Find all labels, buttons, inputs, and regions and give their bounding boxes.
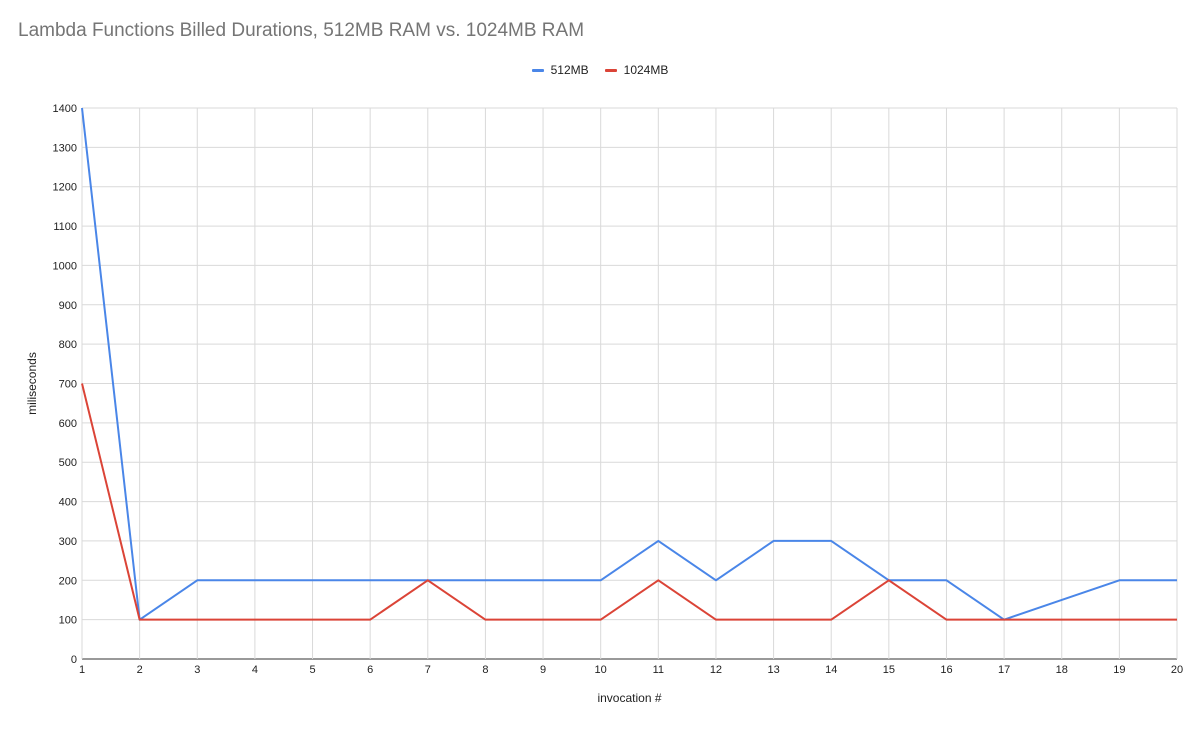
x-tick-label: 4 [252,664,258,676]
y-tick-label: 1100 [53,221,77,233]
y-tick-label: 900 [59,300,77,312]
y-tick-label: 0 [71,654,77,666]
legend-label-1024mb: 1024MB [623,63,669,77]
y-tick-label: 1000 [53,260,77,272]
x-tick-label: 14 [825,664,837,676]
series-lines [81,107,1177,621]
x-tick-label: 11 [653,664,664,676]
x-tick-label: 12 [710,664,722,676]
y-tick-label: 700 [59,379,77,391]
x-tick-label: 15 [883,664,895,676]
x-tick-label: 6 [367,664,373,676]
legend-item-512mb[interactable]: 512MB [531,63,589,77]
x-tick-label: 20 [1171,664,1183,676]
x-tick-label: 5 [309,664,315,676]
x-tick-labels: 1 2 3 4 5 6 7 8 9 10 11 12 13 14 15 16 17 18 19 20 [79,664,1183,676]
x-tick-label: 8 [482,664,488,676]
legend-item-1024mb[interactable]: 1024MB [604,63,669,77]
x-tick-label: 3 [194,664,200,676]
x-tick-label: 9 [540,664,546,676]
y-tick-label: 200 [59,575,77,587]
x-tick-label: 13 [767,664,779,676]
y-tick-label: 1400 [53,103,77,115]
legend: 512MB 1024MB [0,63,1200,77]
grid [81,107,1178,660]
y-tick-labels: 0 100 200 300 400 500 600 700 800 900 1000 1100 1200… [53,103,77,666]
x-tick-label: 19 [1113,664,1125,676]
series-line-512mb[interactable] [81,107,1177,621]
legend-swatch-512mb [531,68,544,72]
x-tick-label: 16 [940,664,952,676]
y-tick-label: 400 [59,497,77,509]
x-tick-label: 7 [425,664,431,676]
x-axis-label: invocation # [597,691,661,705]
y-tick-label: 300 [59,536,77,548]
y-tick-label: 800 [59,339,77,351]
legend-label-512mb: 512MB [550,63,589,77]
x-tick-label: 10 [595,664,607,676]
x-tick-label: 18 [1056,664,1068,676]
y-tick-label: 1300 [53,142,77,154]
y-tick-label: 100 [59,615,77,627]
y-tick-label: 500 [59,457,77,469]
y-axis-label: miliseconds [25,352,39,415]
legend-swatch-1024mb [604,68,617,72]
y-tick-label: 600 [59,418,77,430]
x-tick-label: 17 [998,664,1010,676]
x-tick-label: 1 [79,664,85,676]
chart-title: Lambda Functions Billed Durations, 512MB… [18,20,585,41]
series-line-1024mb[interactable] [81,383,1177,621]
x-tick-label: 2 [137,664,143,676]
y-tick-label: 1200 [53,182,77,194]
